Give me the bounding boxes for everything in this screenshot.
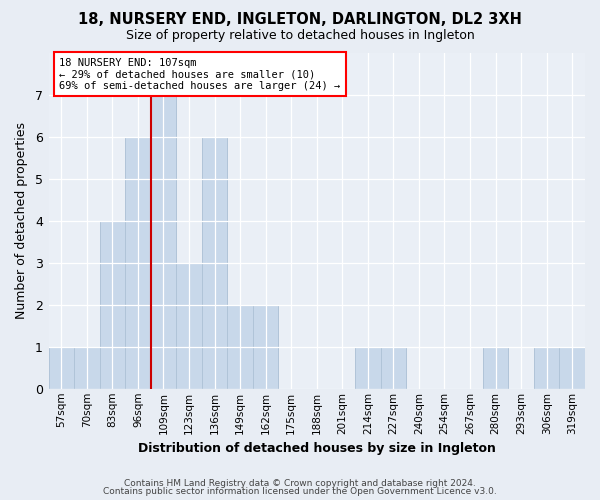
Bar: [176, 262, 202, 389]
Bar: [534, 346, 559, 389]
Bar: [74, 346, 100, 389]
Text: Contains public sector information licensed under the Open Government Licence v3: Contains public sector information licen…: [103, 487, 497, 496]
Text: Contains HM Land Registry data © Crown copyright and database right 2024.: Contains HM Land Registry data © Crown c…: [124, 478, 476, 488]
Text: 18, NURSERY END, INGLETON, DARLINGTON, DL2 3XH: 18, NURSERY END, INGLETON, DARLINGTON, D…: [78, 12, 522, 28]
Text: 18 NURSERY END: 107sqm
← 29% of detached houses are smaller (10)
69% of semi-det: 18 NURSERY END: 107sqm ← 29% of detached…: [59, 58, 340, 90]
Bar: [483, 346, 508, 389]
X-axis label: Distribution of detached houses by size in Ingleton: Distribution of detached houses by size …: [138, 442, 496, 455]
Bar: [151, 94, 176, 389]
Bar: [125, 136, 151, 389]
Text: Size of property relative to detached houses in Ingleton: Size of property relative to detached ho…: [125, 29, 475, 42]
Bar: [559, 346, 585, 389]
Bar: [253, 304, 278, 389]
Y-axis label: Number of detached properties: Number of detached properties: [15, 122, 28, 319]
Bar: [380, 346, 406, 389]
Bar: [100, 220, 125, 389]
Bar: [49, 346, 74, 389]
Bar: [202, 136, 227, 389]
Bar: [227, 304, 253, 389]
Bar: [355, 346, 380, 389]
